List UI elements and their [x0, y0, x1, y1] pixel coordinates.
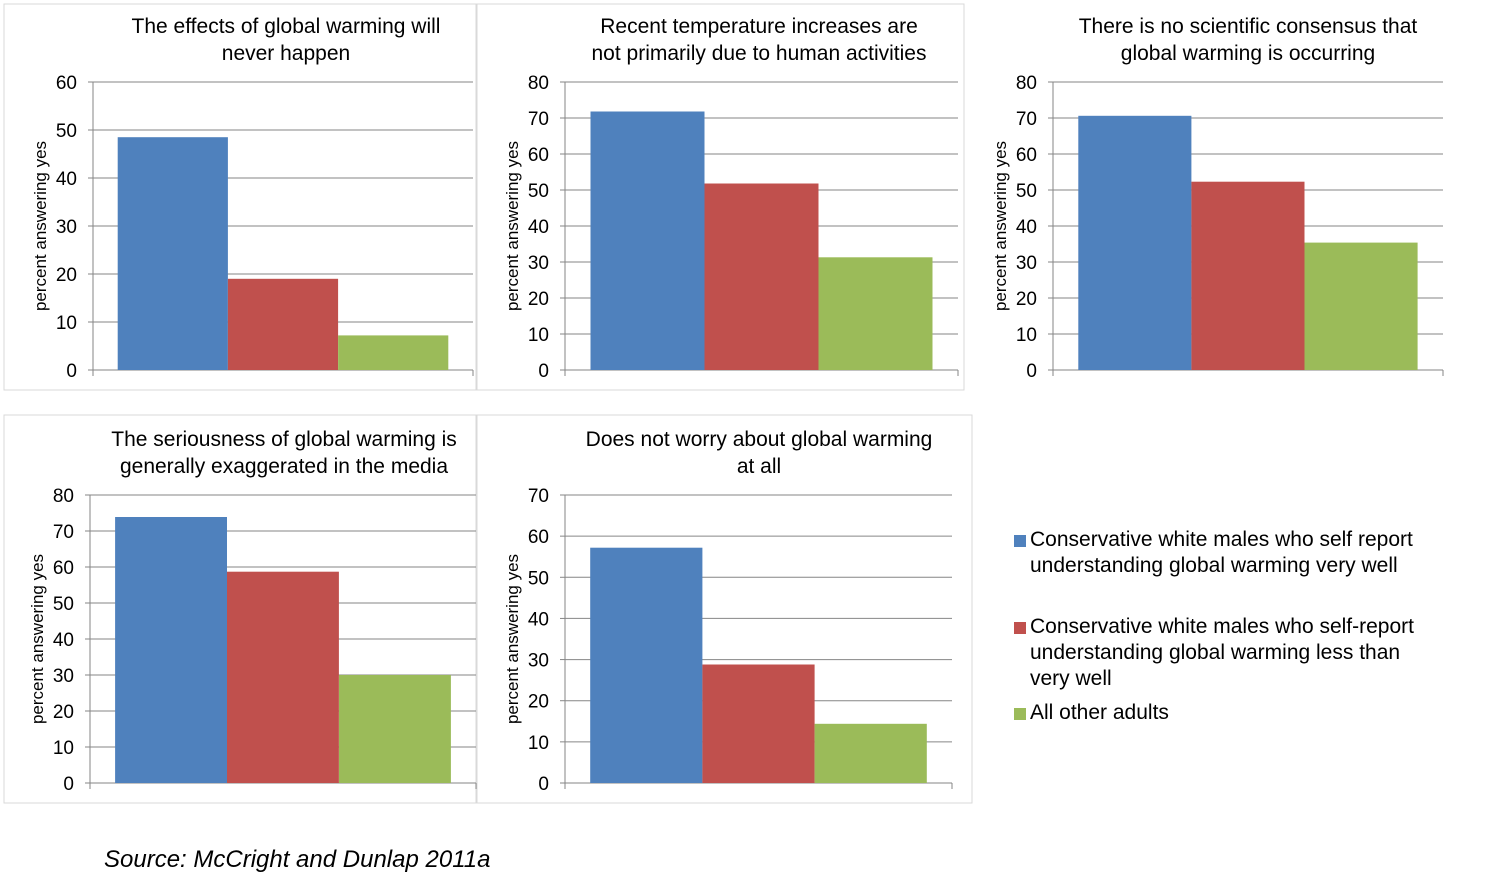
y-tick-label: 60: [53, 558, 74, 579]
panel-border: [3, 414, 477, 804]
chart-title-line-1: Does not worry about global warming: [586, 428, 933, 451]
y-axis-label: percent answering yes: [991, 141, 1010, 311]
y-axis-label: percent answering yes: [503, 141, 522, 311]
y-tick-label: 30: [1016, 253, 1037, 274]
chart-title-line-1: Recent temperature increases are: [600, 15, 918, 38]
legend-swatch-green: [1014, 708, 1026, 720]
chart-panel-3: 0 10 20 30 40 50 60 70 80 percent answering yes Th…: [991, 15, 1444, 382]
y-tick-label: 0: [1026, 361, 1037, 382]
y-tick-label: 40: [528, 217, 549, 238]
bar-series-3: [814, 723, 927, 783]
y-tick-label: 10: [528, 733, 549, 754]
y-tick-label: 20: [528, 289, 549, 310]
chart-title-line-2: at all: [737, 455, 781, 478]
y-tick-label: 70: [528, 109, 549, 130]
bar-series-2: [1191, 181, 1305, 370]
y-tick-label: 10: [528, 325, 549, 346]
y-tick-label: 10: [53, 738, 74, 759]
chart-title-line-2: generally exaggerated in the media: [120, 455, 448, 478]
y-axis-label: percent answering yes: [31, 141, 50, 311]
y-tick-label: 40: [53, 630, 74, 651]
y-tick-label: 10: [1016, 325, 1037, 346]
chart-title-line-2: global warming is occurring: [1121, 42, 1375, 65]
y-tick-label: 60: [528, 527, 549, 548]
y-tick-label: 20: [53, 702, 74, 723]
chart-panel-2: 0 10 20 30 40 50 60 70 80 percent answering yes Re…: [476, 3, 965, 391]
panel-border: [476, 3, 965, 391]
y-tick-label: 50: [56, 121, 77, 142]
y-tick-label: 20: [1016, 289, 1037, 310]
chart-title-line-2: never happen: [222, 42, 350, 65]
y-tick-label: 70: [528, 486, 549, 507]
bar-series-1: [590, 111, 705, 370]
y-tick-label: 0: [66, 361, 77, 382]
y-tick-label: 30: [528, 253, 549, 274]
source-note: Source: McCright and Dunlap 2011a: [104, 846, 491, 873]
y-tick-label: 80: [1016, 73, 1037, 94]
y-tick-label: 0: [63, 774, 74, 795]
y-tick-label: 50: [528, 568, 549, 589]
legend-swatch-blue: [1014, 535, 1026, 547]
bar-series-3: [818, 257, 933, 370]
bar-series-2: [704, 183, 819, 370]
y-tick-label: 40: [56, 169, 77, 190]
bar-series-1: [1078, 115, 1192, 370]
legend-label-less-than-very-well: Conservative white males who self-report…: [1030, 615, 1414, 690]
y-tick-label: 30: [53, 666, 74, 687]
y-tick-label: 50: [528, 181, 549, 202]
bar-series-1: [117, 137, 228, 370]
y-tick-label: 20: [528, 692, 549, 713]
bar-series-3: [338, 335, 449, 370]
y-tick-label: 40: [1016, 217, 1037, 238]
legend-item-other-adults: All other adults: [1014, 700, 1470, 726]
chart-panel-5: 0 10 20 30 40 50 60 70 percent answering yes Does…: [476, 414, 973, 804]
bar-series-1: [590, 547, 703, 783]
y-tick-label: 70: [1016, 109, 1037, 130]
y-tick-label: 50: [1016, 181, 1037, 202]
y-tick-label: 20: [56, 265, 77, 286]
y-tick-label: 80: [528, 73, 549, 94]
panel-border: [476, 414, 973, 804]
y-tick-label: 60: [528, 145, 549, 166]
y-tick-label: 60: [56, 73, 77, 94]
y-tick-label: 70: [53, 522, 74, 543]
chart-title-line-1: The seriousness of global warming is: [111, 428, 457, 451]
y-tick-label: 40: [528, 609, 549, 630]
chart-title-line-1: There is no scientific consensus that: [1079, 15, 1418, 38]
bar-series-1: [115, 517, 227, 783]
bar-series-2: [227, 571, 339, 783]
y-tick-label: 0: [538, 361, 549, 382]
y-tick-label: 0: [538, 774, 549, 795]
legend-swatch-red: [1014, 622, 1026, 634]
chart-panel-4: 0 10 20 30 40 50 60 70 80 percent answering yes Th…: [3, 414, 477, 804]
y-tick-label: 80: [53, 486, 74, 507]
y-tick-label: 30: [528, 651, 549, 672]
bar-series-2: [227, 278, 339, 370]
legend-label-very-well: Conservative white males who self report…: [1030, 528, 1413, 577]
y-axis-label: percent answering yes: [28, 554, 47, 724]
legend-item-very-well: Conservative white males who self report…: [1014, 527, 1470, 579]
chart-title-line-1: The effects of global warming will: [132, 15, 441, 38]
y-tick-label: 60: [1016, 145, 1037, 166]
y-tick-label: 50: [53, 594, 74, 615]
y-tick-label: 10: [56, 313, 77, 334]
legend-item-less-than-very-well: Conservative white males who self-report…: [1014, 614, 1470, 692]
legend-label-other-adults: All other adults: [1030, 701, 1169, 724]
y-axis-label: percent answering yes: [503, 554, 522, 724]
y-tick-label: 30: [56, 217, 77, 238]
bar-series-2: [702, 664, 815, 783]
chart-panel-1: 0 10 20 30 40 50 60 percent answering yes The ef…: [3, 3, 477, 391]
bar-series-3: [1304, 242, 1418, 370]
bar-series-3: [339, 675, 451, 783]
panel-border: [3, 3, 477, 391]
chart-title-line-2: not primarily due to human activities: [592, 42, 927, 65]
